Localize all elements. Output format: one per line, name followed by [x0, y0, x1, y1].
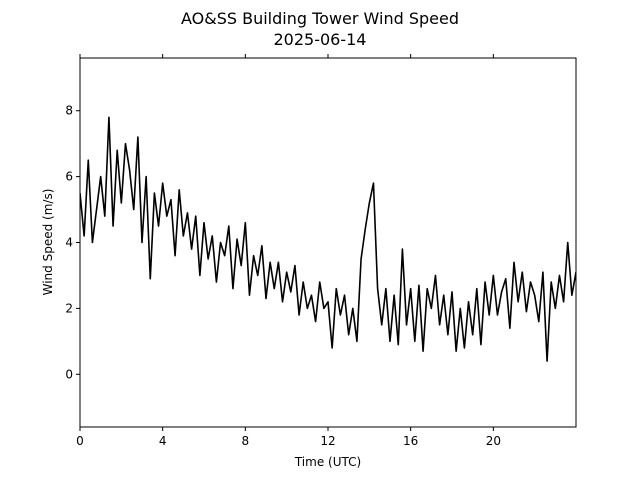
x-tick-label: 4 — [159, 434, 167, 448]
x-tick-label: 8 — [242, 434, 250, 448]
x-axis-label: Time (UTC) — [294, 455, 361, 469]
y-tick-label: 4 — [65, 236, 73, 250]
x-tick-label: 12 — [320, 434, 335, 448]
x-tick-label: 16 — [403, 434, 418, 448]
y-tick-label: 0 — [65, 367, 73, 381]
x-tick-label: 20 — [486, 434, 501, 448]
x-tick-label: 0 — [76, 434, 84, 448]
y-tick-label: 6 — [65, 170, 73, 184]
chart-subtitle: 2025-06-14 — [274, 30, 367, 49]
y-tick-label: 2 — [65, 301, 73, 315]
y-tick-label: 8 — [65, 104, 73, 118]
data-line — [80, 116, 576, 362]
plot-frame — [79, 57, 577, 428]
chart-title: AO&SS Building Tower Wind Speed — [181, 9, 459, 28]
y-axis-label: Wind Speed (m/s) — [41, 189, 55, 296]
